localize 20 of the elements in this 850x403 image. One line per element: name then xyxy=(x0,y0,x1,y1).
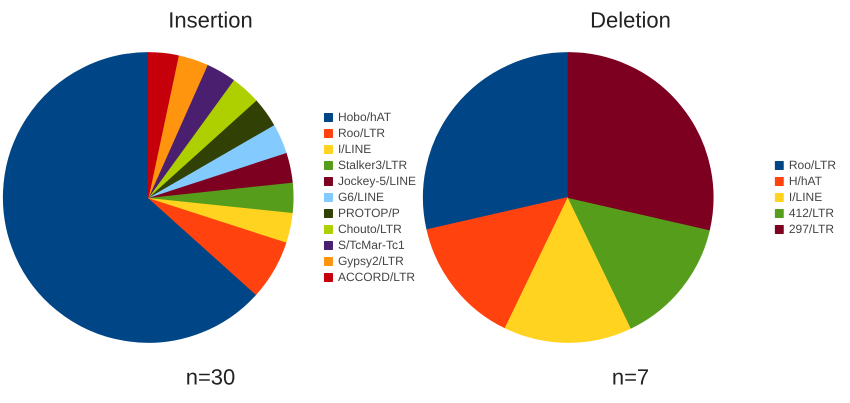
legend-label: 412/LTR xyxy=(788,206,834,220)
legend-label: ACCORD/LTR xyxy=(338,270,416,284)
legend-label: Stalker3/LTR xyxy=(338,158,408,172)
chart-title: Deletion xyxy=(590,8,671,32)
legend-label: G6/LINE xyxy=(338,190,384,204)
chart-title: Insertion xyxy=(168,8,253,32)
legend-label: Roo/LTR xyxy=(338,126,386,140)
text: n=30 xyxy=(186,364,236,390)
legend-label: Gypsy2/LTR xyxy=(338,254,404,268)
legend-label: 297/LTR xyxy=(788,222,834,236)
legend-label: PROTOP/P xyxy=(338,206,400,220)
text: n=7 xyxy=(612,364,650,390)
legend-label: Roo/LTR xyxy=(788,158,836,172)
legend-label: Chouto/LTR xyxy=(338,222,402,236)
legend-label: H/hAT xyxy=(788,174,822,188)
legend-label: Hobo/hAT xyxy=(338,110,392,124)
legend-label: Jockey-5/LINE xyxy=(338,174,416,188)
legend-label: S/TcMar-Tc1 xyxy=(338,238,405,252)
legend-label: I/LINE xyxy=(338,142,372,156)
legend-label: I/LINE xyxy=(788,190,822,204)
